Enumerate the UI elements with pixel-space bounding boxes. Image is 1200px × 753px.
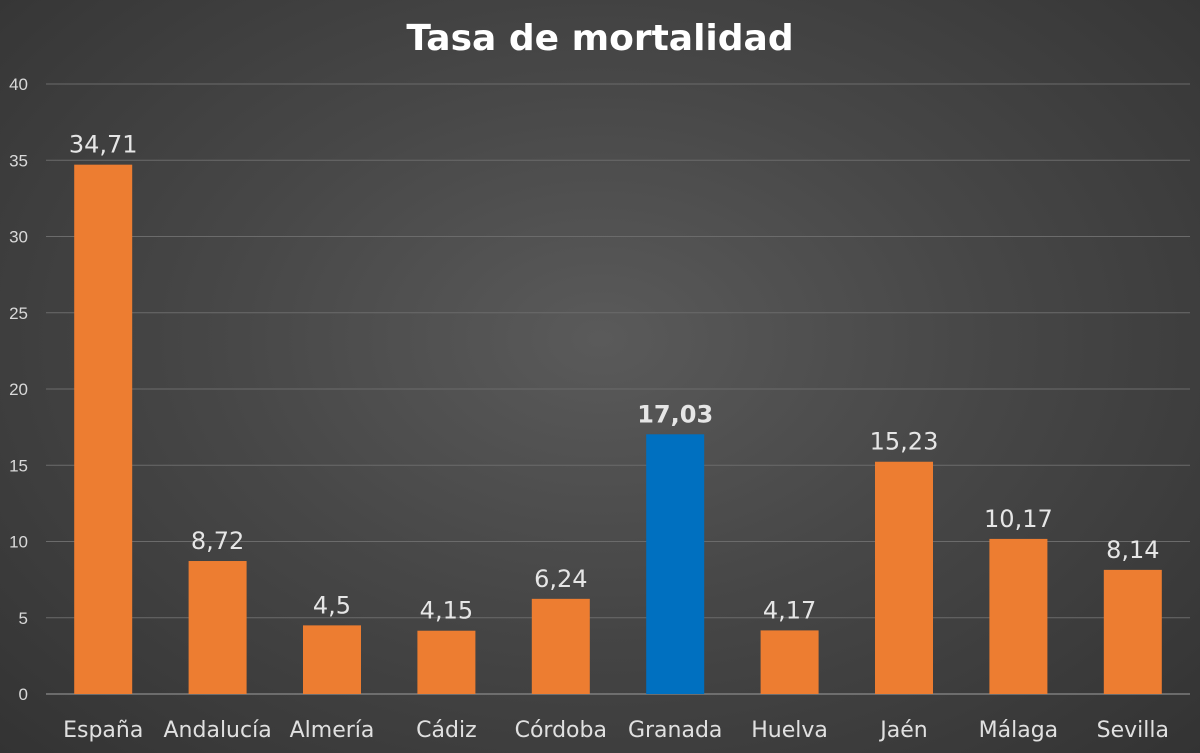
y-tick-label: 0 (19, 685, 28, 704)
bar-2 (303, 625, 361, 694)
data-label-4: 6,24 (534, 565, 587, 593)
y-axis-tick-labels: 0 5 10 15 20 25 30 35 40 (9, 75, 28, 704)
y-tick-label: 35 (9, 151, 28, 170)
category-label-5: Granada (628, 718, 722, 743)
data-label-0: 34,71 (69, 131, 138, 159)
bar-1 (188, 561, 247, 694)
y-tick-label: 20 (9, 380, 28, 399)
bars (74, 164, 1162, 695)
bar-8 (989, 538, 1048, 694)
bar-0 (74, 164, 133, 695)
chart-title: Tasa de mortalidad (406, 18, 793, 59)
category-label-3: Cádiz (416, 718, 476, 743)
category-label-0: España (63, 718, 143, 743)
category-label-2: Almería (290, 718, 375, 743)
data-label-7: 15,23 (870, 428, 939, 456)
data-label-3: 4,15 (420, 597, 473, 625)
y-tick-label: 30 (9, 228, 28, 247)
y-tick-label: 25 (9, 304, 28, 323)
data-label-2: 4,5 (313, 591, 351, 619)
category-label-1: Andalucía (164, 718, 272, 743)
y-tick-label: 10 (9, 533, 28, 552)
bar-9 (1103, 569, 1162, 694)
bar-3 (417, 630, 476, 694)
data-label-5: 17,03 (637, 400, 713, 428)
bar-7 (875, 461, 933, 694)
bar-6 (760, 630, 819, 694)
y-tick-label: 40 (9, 75, 28, 94)
bar-4 (531, 598, 590, 694)
category-label-4: Córdoba (515, 718, 607, 743)
x-axis-tick-labels: España Andalucía Almería Cádiz Córdoba Granad… (63, 718, 1169, 743)
category-label-7: Jaén (878, 718, 927, 743)
bar-5 (646, 434, 705, 694)
y-tick-label: 5 (19, 609, 28, 628)
data-labels: 34,71 8,72 4,5 4,15 6,24 17,03 4,17 15,23 10,17 8… (69, 131, 1160, 625)
data-label-6: 4,17 (763, 596, 816, 624)
y-tick-label: 15 (9, 456, 28, 475)
data-label-9: 8,14 (1106, 536, 1159, 564)
category-label-6: Huelva (751, 718, 828, 743)
data-label-8: 10,17 (984, 505, 1053, 533)
category-label-8: Málaga (979, 718, 1059, 743)
category-label-9: Sevilla (1097, 718, 1169, 743)
data-label-1: 8,72 (191, 527, 244, 555)
